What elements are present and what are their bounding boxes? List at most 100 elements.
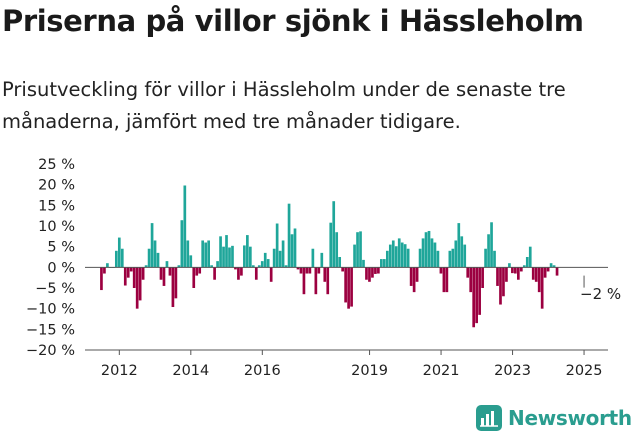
bar: [293, 228, 297, 268]
bar: [156, 252, 160, 268]
bar: [278, 250, 282, 268]
bar: [269, 267, 273, 282]
bar: [207, 240, 210, 268]
bar: [380, 259, 383, 268]
bar: [326, 267, 330, 295]
bar: [546, 267, 550, 272]
brand-name: Newsworthy: [508, 406, 631, 430]
bar: [144, 265, 148, 268]
bar: [254, 267, 258, 280]
bar: [353, 244, 356, 268]
bar: [284, 265, 288, 268]
bar: [415, 267, 419, 282]
bar: [204, 242, 208, 268]
y-tick-label: −10 %: [26, 302, 75, 318]
bar: [234, 267, 237, 270]
bar: [100, 267, 103, 291]
bar: [153, 240, 157, 268]
bar: [534, 267, 538, 282]
bar: [323, 267, 327, 282]
bar: [216, 261, 219, 268]
bar: [317, 267, 321, 274]
y-tick-label: 0 %: [47, 260, 75, 276]
bar: [377, 267, 380, 274]
bar: [552, 265, 556, 268]
bar: [347, 267, 350, 309]
bar: [481, 267, 484, 288]
bar: [240, 267, 243, 276]
bar: [433, 242, 437, 268]
bar: [374, 267, 377, 274]
bar: [225, 235, 228, 268]
bar: [549, 263, 553, 268]
bar: [406, 248, 410, 268]
bar: [505, 267, 508, 282]
bar: [320, 252, 324, 268]
bar: [394, 246, 398, 268]
bar: [487, 234, 490, 268]
bar: [540, 267, 544, 309]
bar: [162, 267, 166, 286]
bar: [391, 240, 395, 268]
bar: [555, 267, 559, 276]
bar: [350, 267, 353, 307]
bar: [537, 267, 541, 293]
bar: [308, 267, 312, 274]
bar: [445, 267, 449, 293]
x-tick-label: 2021: [423, 363, 460, 379]
bar: [344, 267, 347, 303]
bar: [120, 248, 124, 268]
y-tick-label: −15 %: [26, 322, 75, 338]
bar: [385, 250, 389, 268]
y-tick-label: 25 %: [38, 157, 75, 173]
bar: [448, 250, 452, 268]
bar: [528, 246, 532, 268]
bar: [266, 259, 270, 268]
bar: [302, 267, 306, 295]
bar: [189, 255, 193, 268]
bar: [388, 244, 392, 268]
bar: [460, 236, 464, 268]
bar: [299, 267, 303, 274]
bar: [260, 261, 264, 268]
bar: [543, 267, 547, 278]
x-tick-label: 2019: [351, 363, 388, 379]
bar: [362, 259, 365, 268]
bar: [508, 263, 511, 268]
bar: [222, 246, 225, 268]
x-tick-label: 2016: [244, 363, 281, 379]
bar: [117, 237, 121, 268]
bar: [332, 201, 336, 268]
bar: [141, 267, 145, 280]
bar: [371, 267, 374, 278]
bar: [228, 247, 231, 268]
bar: [478, 267, 481, 315]
bar: [397, 238, 401, 268]
bar: [246, 235, 249, 268]
bar: [150, 223, 154, 268]
bar: [484, 248, 487, 268]
bar: [132, 267, 136, 288]
bar: [159, 267, 163, 280]
bar: [106, 263, 109, 268]
bar: [129, 267, 133, 272]
y-tick-label: 5 %: [47, 240, 75, 256]
bar: [442, 267, 446, 293]
bar: [237, 267, 240, 280]
y-tick-label: −5 %: [35, 281, 75, 297]
bar: [231, 245, 234, 268]
bar: [493, 250, 496, 268]
bar: [114, 250, 118, 268]
bar: [103, 267, 106, 274]
x-tick-label: 2023: [494, 363, 531, 379]
y-tick-label: 10 %: [38, 219, 75, 235]
bar: [359, 231, 362, 268]
bar: [201, 240, 205, 268]
y-tick-label: 20 %: [38, 178, 75, 194]
bar: [451, 248, 455, 268]
bar: [525, 257, 529, 268]
bar: [314, 267, 318, 295]
bar: [123, 267, 127, 286]
bar: [275, 223, 279, 268]
